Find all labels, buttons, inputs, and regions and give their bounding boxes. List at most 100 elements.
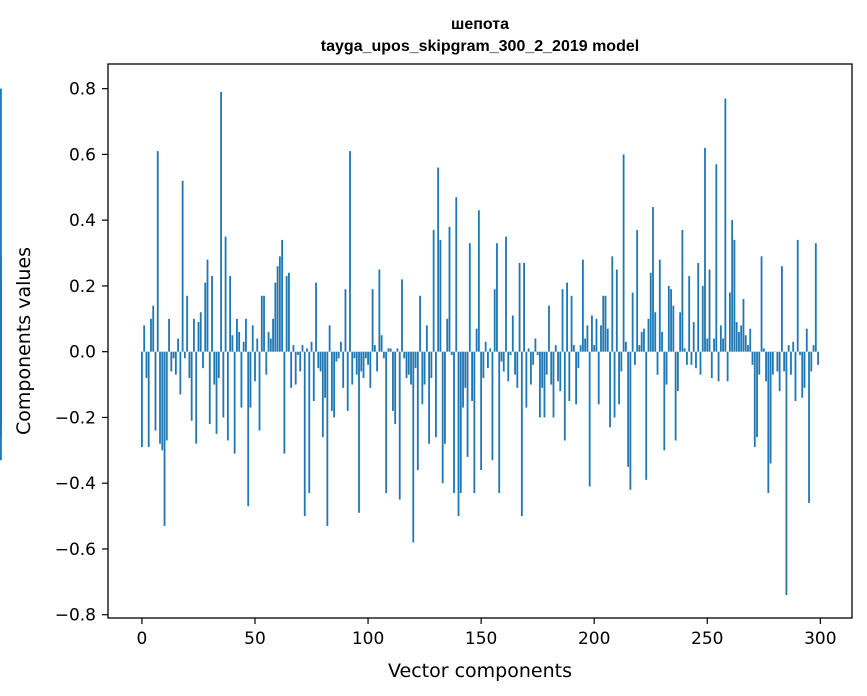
bar-18 bbox=[181, 180, 184, 352]
bar-271 bbox=[753, 351, 756, 448]
bar-145 bbox=[468, 243, 471, 352]
bar-253 bbox=[713, 338, 715, 352]
y-axis-label: Components values bbox=[13, 247, 35, 435]
bar-103 bbox=[373, 345, 376, 352]
bar-17 bbox=[179, 351, 182, 395]
bar-212 bbox=[620, 351, 623, 372]
bar-151 bbox=[482, 351, 485, 378]
bar-242 bbox=[688, 276, 691, 352]
bar-248 bbox=[701, 285, 704, 352]
bar-198 bbox=[588, 351, 591, 487]
bar-82 bbox=[326, 351, 329, 526]
bar-34 bbox=[217, 351, 220, 378]
bar-202 bbox=[597, 351, 600, 405]
bar-268 bbox=[747, 345, 749, 352]
bar-132 bbox=[439, 239, 442, 352]
y-tick-label: −0.2 bbox=[55, 408, 96, 428]
bar-39 bbox=[229, 276, 232, 352]
bar-299 bbox=[817, 351, 819, 365]
bar-264 bbox=[738, 331, 740, 352]
bar-241 bbox=[686, 351, 688, 365]
bar-94 bbox=[353, 351, 356, 359]
bar-19 bbox=[183, 351, 186, 359]
bar-237 bbox=[676, 351, 679, 392]
bar-294 bbox=[805, 328, 808, 352]
bar-65 bbox=[288, 272, 290, 352]
bar-27 bbox=[202, 351, 204, 369]
bar-183 bbox=[554, 345, 557, 352]
bar-117 bbox=[405, 351, 408, 378]
y-tick-label: −0.6 bbox=[55, 540, 96, 560]
bar-87 bbox=[337, 351, 340, 359]
bar-123 bbox=[419, 295, 421, 352]
bar-42 bbox=[236, 318, 238, 352]
bar-256 bbox=[719, 325, 722, 352]
bar-154 bbox=[489, 348, 492, 352]
bar-70 bbox=[299, 351, 302, 372]
bar-199 bbox=[591, 315, 593, 352]
bar-75 bbox=[310, 341, 313, 352]
bar-246 bbox=[697, 262, 700, 352]
bar-77 bbox=[315, 282, 317, 352]
bar-30 bbox=[208, 351, 211, 425]
bar-undefined bbox=[0, 351, 2, 378]
bar-225 bbox=[649, 272, 652, 352]
bar-29 bbox=[206, 259, 209, 352]
bar-14 bbox=[172, 351, 175, 359]
bar-6 bbox=[154, 351, 157, 431]
bar-186 bbox=[561, 289, 564, 352]
bar-59 bbox=[274, 282, 277, 352]
bar-289 bbox=[794, 351, 797, 402]
bar-270 bbox=[751, 351, 754, 365]
bar-16 bbox=[177, 338, 180, 352]
bar-162 bbox=[507, 351, 510, 382]
bar-282 bbox=[778, 351, 781, 392]
bar-276 bbox=[765, 351, 767, 382]
y-tick-label: 0.4 bbox=[69, 211, 96, 231]
bar-239 bbox=[681, 230, 684, 352]
x-tick-label: 50 bbox=[244, 629, 266, 649]
chart-title: шепота bbox=[451, 16, 509, 33]
bar-135 bbox=[446, 318, 449, 352]
bar-158 bbox=[498, 351, 501, 494]
bar-240 bbox=[683, 348, 686, 352]
bar-127 bbox=[428, 351, 431, 444]
bar-33 bbox=[215, 351, 218, 434]
bar-93 bbox=[351, 351, 354, 385]
bar-28 bbox=[204, 282, 207, 352]
bar-258 bbox=[724, 98, 727, 352]
bar-168 bbox=[520, 351, 523, 517]
bar-8 bbox=[159, 351, 161, 444]
bar-122 bbox=[416, 351, 419, 471]
bar-22 bbox=[190, 351, 193, 421]
bar-194 bbox=[579, 345, 582, 352]
bar-245 bbox=[695, 351, 697, 369]
bar-193 bbox=[577, 351, 580, 369]
bar-48 bbox=[249, 351, 252, 408]
bar-292 bbox=[801, 351, 804, 398]
bar-3 bbox=[147, 351, 150, 448]
bar-230 bbox=[661, 331, 663, 352]
bar-23 bbox=[193, 318, 195, 352]
bar-107 bbox=[382, 351, 385, 359]
bar-98 bbox=[362, 351, 365, 378]
bar-53 bbox=[260, 295, 263, 352]
x-tick-label: 150 bbox=[465, 629, 497, 649]
bar-24 bbox=[195, 351, 198, 444]
bar-231 bbox=[663, 351, 666, 451]
bar-11 bbox=[165, 351, 168, 441]
bar-220 bbox=[638, 345, 641, 352]
bar-147 bbox=[473, 351, 476, 494]
bar-263 bbox=[735, 322, 738, 352]
bar-211 bbox=[618, 351, 620, 405]
bar-243 bbox=[690, 351, 693, 365]
bar-46 bbox=[245, 318, 247, 352]
bar-273 bbox=[758, 351, 761, 375]
bar-257 bbox=[722, 338, 725, 352]
bar-285 bbox=[785, 351, 788, 595]
bar-115 bbox=[401, 279, 403, 352]
bar-1 bbox=[143, 325, 146, 352]
bar-68 bbox=[294, 351, 297, 385]
bar-279 bbox=[771, 351, 774, 375]
bar-148 bbox=[475, 328, 478, 352]
